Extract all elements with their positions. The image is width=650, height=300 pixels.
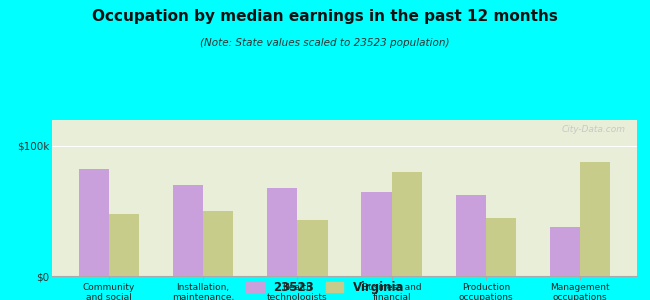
Bar: [267, 188, 297, 276]
Bar: [486, 218, 516, 276]
Bar: [580, 162, 610, 276]
Bar: [173, 185, 203, 276]
Bar: [550, 226, 580, 276]
Bar: [456, 195, 486, 276]
Text: City-Data.com: City-Data.com: [562, 125, 625, 134]
Text: Occupation by median earnings in the past 12 months: Occupation by median earnings in the pas…: [92, 9, 558, 24]
Text: (Note: State values scaled to 23523 population): (Note: State values scaled to 23523 popu…: [200, 38, 450, 47]
Bar: [79, 169, 109, 276]
Bar: [203, 211, 233, 276]
Bar: [361, 191, 392, 276]
Bar: [109, 214, 139, 276]
Bar: [392, 172, 422, 276]
Bar: [297, 220, 328, 276]
Legend: 23523, Virginia: 23523, Virginia: [246, 281, 404, 294]
